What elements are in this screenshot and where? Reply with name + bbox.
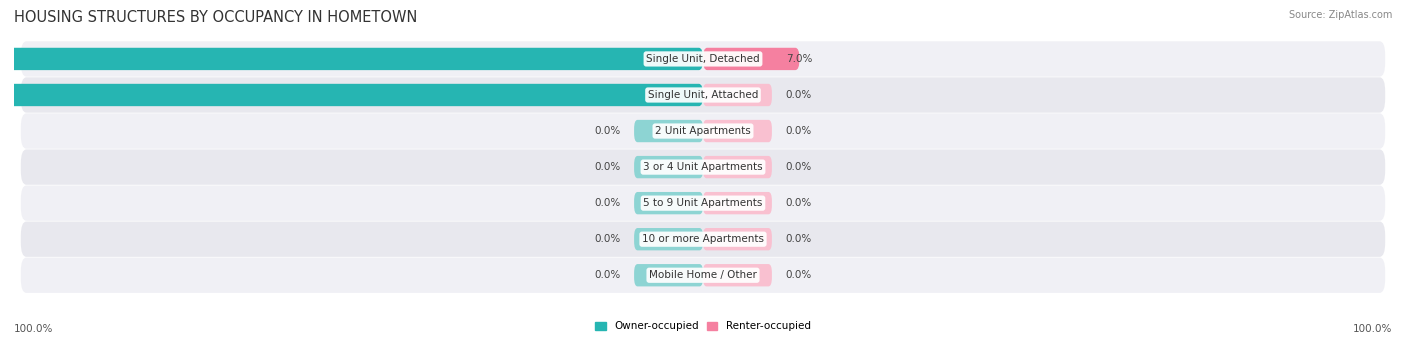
Text: 0.0%: 0.0% [786,270,811,280]
Text: 0.0%: 0.0% [786,126,811,136]
Text: 0.0%: 0.0% [786,234,811,244]
FancyBboxPatch shape [703,84,772,106]
Text: 2 Unit Apartments: 2 Unit Apartments [655,126,751,136]
Text: HOUSING STRUCTURES BY OCCUPANCY IN HOMETOWN: HOUSING STRUCTURES BY OCCUPANCY IN HOMET… [14,10,418,25]
FancyBboxPatch shape [21,41,1385,77]
Text: 0.0%: 0.0% [786,162,811,172]
Text: Single Unit, Attached: Single Unit, Attached [648,90,758,100]
Text: 100.0%: 100.0% [1353,324,1392,334]
FancyBboxPatch shape [21,113,1385,149]
Text: 0.0%: 0.0% [595,126,620,136]
FancyBboxPatch shape [634,192,703,214]
FancyBboxPatch shape [703,192,772,214]
Text: 0.0%: 0.0% [595,234,620,244]
Text: 5 to 9 Unit Apartments: 5 to 9 Unit Apartments [644,198,762,208]
Text: Mobile Home / Other: Mobile Home / Other [650,270,756,280]
Text: 10 or more Apartments: 10 or more Apartments [643,234,763,244]
FancyBboxPatch shape [0,84,703,106]
FancyBboxPatch shape [634,156,703,178]
FancyBboxPatch shape [703,264,772,286]
Text: 100.0%: 100.0% [14,324,53,334]
FancyBboxPatch shape [21,257,1385,293]
Text: 3 or 4 Unit Apartments: 3 or 4 Unit Apartments [643,162,763,172]
FancyBboxPatch shape [703,156,772,178]
FancyBboxPatch shape [703,120,772,142]
Legend: Owner-occupied, Renter-occupied: Owner-occupied, Renter-occupied [593,319,813,333]
Text: 0.0%: 0.0% [786,90,811,100]
Text: Source: ZipAtlas.com: Source: ZipAtlas.com [1288,10,1392,20]
FancyBboxPatch shape [634,120,703,142]
FancyBboxPatch shape [21,186,1385,221]
Text: 0.0%: 0.0% [595,162,620,172]
FancyBboxPatch shape [634,264,703,286]
FancyBboxPatch shape [21,77,1385,113]
FancyBboxPatch shape [634,228,703,250]
FancyBboxPatch shape [0,48,703,70]
FancyBboxPatch shape [21,222,1385,257]
Text: Single Unit, Detached: Single Unit, Detached [647,54,759,64]
Text: 0.0%: 0.0% [595,270,620,280]
Text: 0.0%: 0.0% [595,198,620,208]
FancyBboxPatch shape [703,48,800,70]
FancyBboxPatch shape [21,149,1385,185]
Text: 0.0%: 0.0% [786,198,811,208]
Text: 7.0%: 7.0% [786,54,813,64]
FancyBboxPatch shape [703,228,772,250]
